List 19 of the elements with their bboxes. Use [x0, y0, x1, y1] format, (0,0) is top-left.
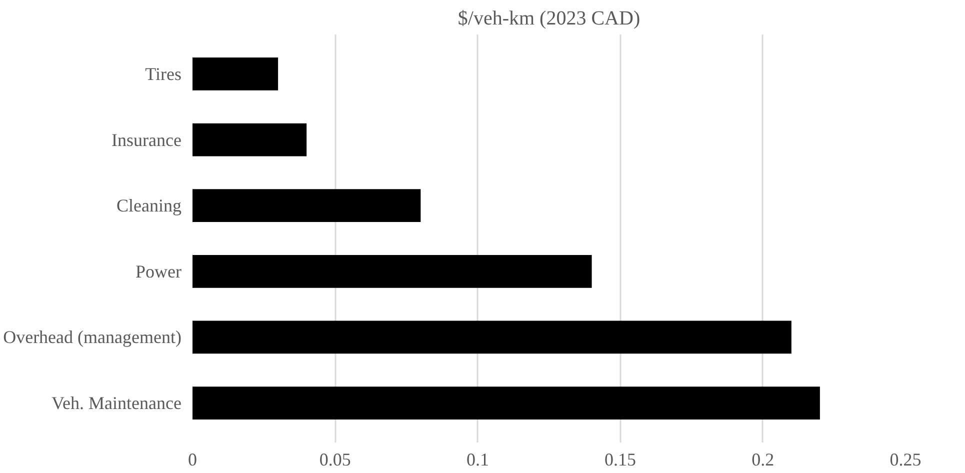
x-tick-label: 0.1 [466, 450, 489, 470]
y-tick-label: Tires [145, 64, 182, 84]
x-tick-label: 0.25 [890, 450, 922, 470]
bar [192, 58, 278, 90]
y-tick-label: Power [136, 261, 182, 282]
y-tick-label: Veh. Maintenance [52, 393, 182, 414]
y-tick-label: Insurance [112, 130, 182, 150]
bar [192, 189, 421, 222]
y-tick-label: Overhead (management) [3, 327, 182, 348]
bar [192, 254, 592, 288]
bar [192, 386, 820, 420]
x-tick-label: 0.2 [752, 450, 774, 470]
x-tick-label: 0 [188, 450, 197, 470]
x-tick-label: 0.05 [319, 450, 351, 470]
y-tick-label: Cleaning [116, 196, 182, 216]
chart-title: $/veh-km (2023 CAD) [458, 8, 640, 30]
bar [192, 320, 792, 354]
x-tick-label: 0.15 [604, 450, 636, 470]
bar [192, 123, 307, 156]
